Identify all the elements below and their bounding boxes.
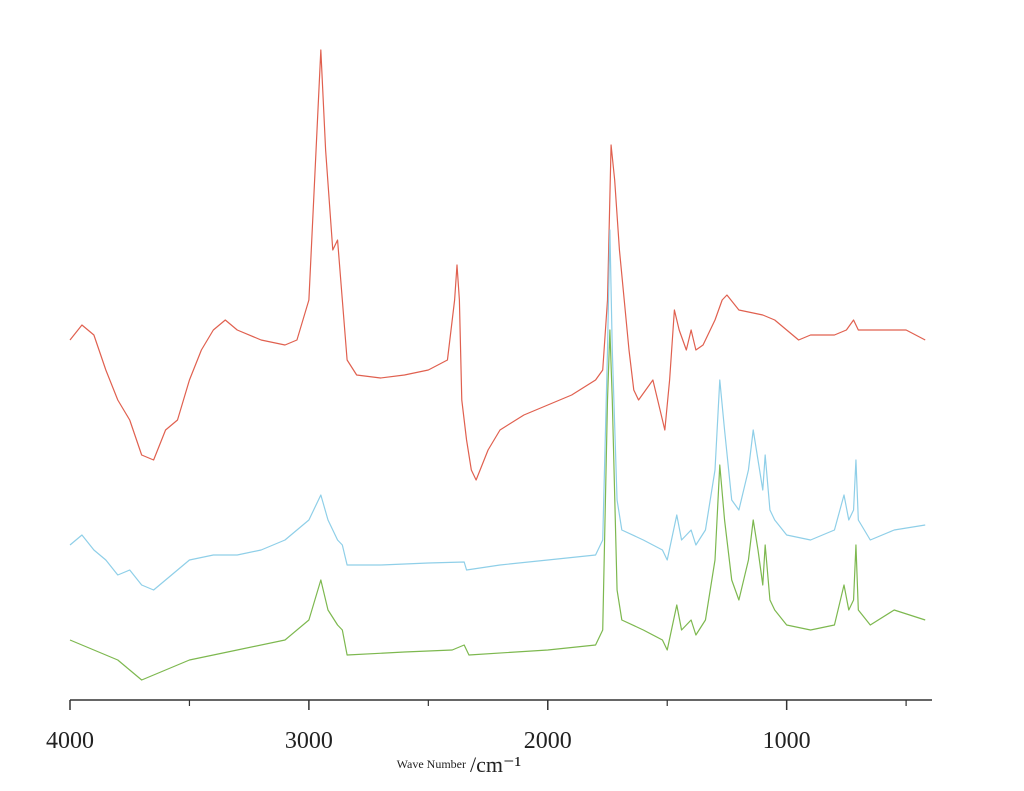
x-tick-label: 3000 xyxy=(285,728,333,754)
x-tick-label: 4000 xyxy=(46,728,94,754)
x-axis-unit: /cm⁻¹ xyxy=(470,752,521,777)
x-tick-label: 1000 xyxy=(763,728,811,754)
x-axis-label: Wave Number xyxy=(397,757,466,771)
x-tick-label: 2000 xyxy=(524,728,572,754)
spectrum-line xyxy=(69,49,926,481)
spectrum-line xyxy=(69,229,926,591)
spectrum-line xyxy=(69,329,926,681)
